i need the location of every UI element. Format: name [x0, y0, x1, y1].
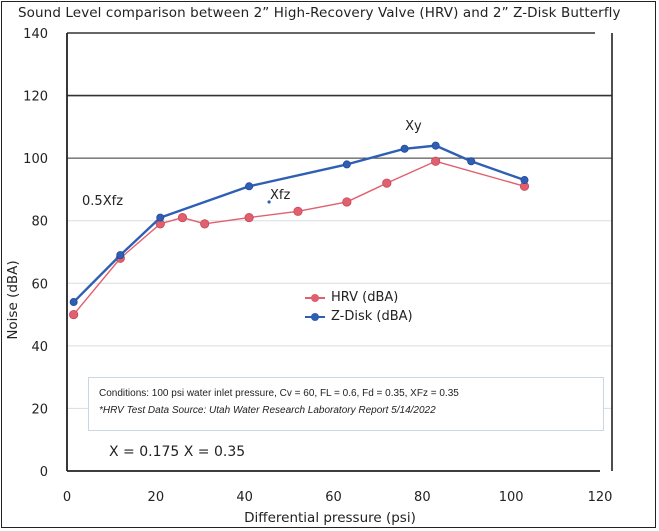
x-tick-labels: 0 20 40 60 80 100 120 — [63, 490, 613, 505]
data-source-note: *HRV Test Data Source: Utah Water Resear… — [99, 405, 436, 416]
series-layer — [69, 141, 530, 320]
series-zdisk — [69, 141, 529, 307]
data-point — [156, 213, 165, 222]
x-tick-label: 100 — [499, 490, 524, 505]
x-tick-label: 80 — [414, 490, 431, 505]
y-tick-label: 100 — [23, 152, 48, 167]
axes — [66, 33, 613, 472]
y-tick-label: 80 — [31, 215, 48, 230]
data-point — [431, 141, 440, 150]
x-tick-label: 40 — [236, 490, 253, 505]
legend-item-hrv: HRV (dBA) — [305, 288, 413, 307]
data-point — [382, 178, 392, 188]
x-tick-label: 60 — [325, 490, 342, 505]
annotation-label: Xfz — [270, 188, 290, 203]
x-axis-label: Differential pressure (psi) — [244, 510, 416, 526]
annotations: 0.5Xfz Xfz Xy — [82, 119, 422, 209]
y-tick-label: 0 — [40, 465, 48, 480]
conditions-text: Conditions: 100 psi water inlet pressure… — [99, 388, 459, 399]
series-line — [73, 160, 525, 316]
data-point — [244, 212, 254, 223]
y-tick-labels: 0 20 40 60 80 100 120 140 — [23, 27, 48, 480]
y-tick-label: 20 — [31, 402, 48, 417]
legend-swatch-hrv — [305, 292, 325, 304]
series-line — [72, 144, 525, 303]
y-tick-label: 60 — [31, 277, 48, 292]
chart-title: Sound Level comparison between 2” High-R… — [18, 5, 621, 21]
data-point — [467, 157, 476, 166]
conditions-box: Conditions: 100 psi water inlet pressure… — [88, 377, 604, 431]
data-point — [342, 197, 352, 207]
data-point — [400, 144, 409, 153]
data-point — [431, 156, 441, 166]
data-point — [342, 160, 351, 169]
x-tick-label: 0 — [63, 490, 71, 505]
data-point — [245, 182, 254, 191]
data-point — [69, 298, 78, 307]
y-axis-label: Noise (dBA) — [5, 260, 21, 339]
data-point — [69, 309, 79, 320]
annotation-label: Xy — [405, 119, 422, 134]
data-point — [116, 251, 125, 260]
gridlines — [67, 32, 612, 409]
x-tick-label: 120 — [588, 490, 613, 505]
data-point — [293, 206, 303, 216]
x-tick-label: 20 — [148, 490, 165, 505]
legend-swatch-zdisk — [305, 311, 325, 323]
y-tick-label: 140 — [23, 27, 48, 42]
x-values-note: X = 0.175 X = 0.35 — [109, 444, 246, 460]
data-point — [200, 219, 210, 229]
legend-label-hrv: HRV (dBA) — [331, 290, 399, 305]
legend: HRV (dBA) Z-Disk (dBA) — [305, 288, 413, 326]
legend-label-zdisk: Z-Disk (dBA) — [331, 309, 413, 324]
annotation-label: 0.5Xfz — [82, 194, 123, 209]
data-point — [177, 212, 188, 223]
xfz-marker — [267, 200, 271, 204]
y-tick-label: 40 — [31, 340, 48, 355]
y-tick-label: 120 — [23, 90, 48, 105]
legend-item-zdisk: Z-Disk (dBA) — [305, 307, 413, 326]
data-point — [520, 176, 529, 185]
